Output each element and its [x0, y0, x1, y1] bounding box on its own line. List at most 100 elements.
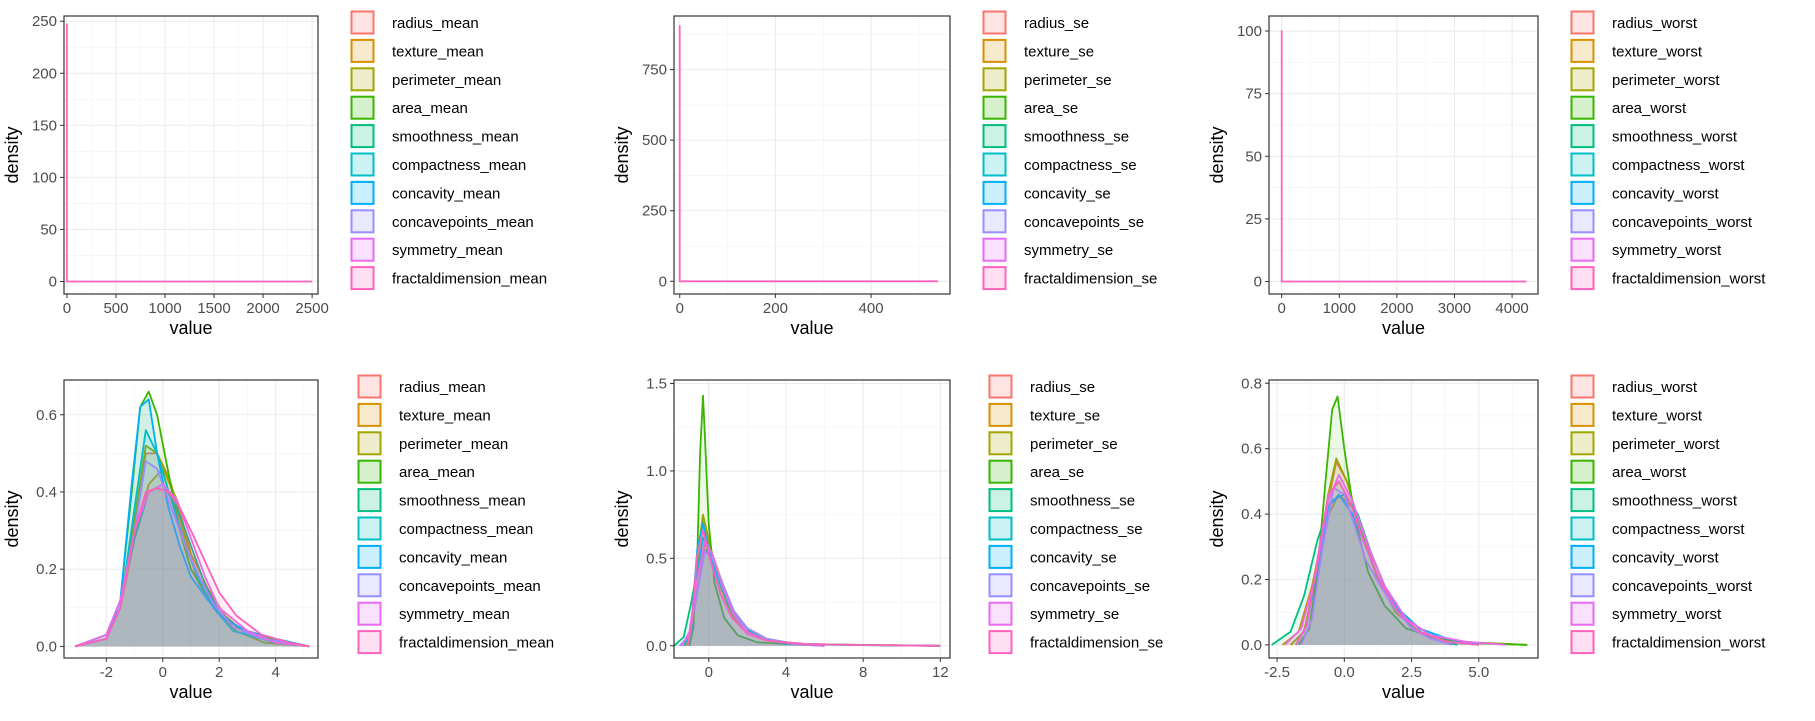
- density-line-symmetry_mean: [74, 483, 310, 648]
- x-tick-label: 1000: [1323, 300, 1356, 317]
- density-line-fractaldimension_se: [686, 529, 941, 647]
- legend-key-texture_worst: [1570, 402, 1595, 427]
- legend-label-texture_worst: texture_worst: [1612, 43, 1703, 60]
- legend-key-background: [988, 430, 1013, 456]
- legend-key-fractaldimension_worst: [1570, 266, 1595, 291]
- legend-key-concavepoints_se: [982, 209, 1007, 234]
- legend-label-compactness_worst: compactness_worst: [1612, 521, 1745, 538]
- legend-key-background: [357, 402, 382, 428]
- legend-label-radius_mean: radius_mean: [392, 15, 479, 32]
- density-line-fractaldimension_mean: [75, 487, 310, 648]
- density-area-area_mean: [75, 391, 310, 647]
- legend-key-compactness_worst: [1570, 152, 1595, 177]
- y-tick-label: 0: [1254, 273, 1262, 290]
- legend-key-background: [1570, 487, 1595, 513]
- legend-key-background: [988, 516, 1013, 541]
- legend-key-compactness_worst: [1570, 516, 1595, 541]
- y-axis-title: density: [612, 126, 632, 183]
- legend-label-concavity_worst: concavity_worst: [1612, 549, 1720, 566]
- legend-key-background: [1570, 38, 1595, 64]
- legend-label-symmetry_mean: symmetry_mean: [392, 242, 503, 259]
- density-area-concavity_se: [687, 523, 941, 646]
- legend-label-area_mean: area_mean: [392, 100, 468, 117]
- x-tick-label: 2000: [1380, 300, 1413, 317]
- legend-key-radius_se: [988, 374, 1013, 399]
- legend: radius_se texture_se perimeter_se area_sesm…: [988, 374, 1163, 655]
- legend-key-background: [982, 180, 1007, 206]
- density-area-symmetry_mean: [75, 484, 310, 647]
- legend-key-background: [350, 152, 375, 177]
- legend-label-perimeter_se: perimeter_se: [1030, 436, 1118, 453]
- density-area-concavepoints_se: [679, 551, 825, 646]
- legend-key-smoothness_mean: [357, 488, 382, 513]
- density-area-concavity_worst: [1295, 494, 1479, 645]
- panel-border: [1268, 15, 1539, 295]
- panel-background: [64, 16, 318, 294]
- legend-key-symmetry_worst: [1570, 601, 1595, 626]
- legend-label-area_se: area_se: [1030, 464, 1084, 481]
- x-tick-label: 3000: [1438, 300, 1471, 317]
- y-tick-label: 25: [1245, 211, 1262, 228]
- legend-key-concavepoints_se: [988, 573, 1013, 598]
- legend-key-symmetry_worst: [1570, 237, 1595, 262]
- legend-label-radius_worst: radius_worst: [1612, 15, 1698, 32]
- y-tick-label: 100: [1237, 23, 1262, 40]
- legend-label-compactness_mean: compactness_mean: [392, 157, 526, 174]
- legend-key-background: [357, 601, 382, 627]
- x-axis-title: value: [790, 682, 833, 702]
- density-area-radius_se: [685, 519, 941, 646]
- legend-key-concavity_worst: [1570, 180, 1595, 205]
- legend-key-background: [1570, 10, 1595, 35]
- legend-label-concavepoints_se: concavepoints_se: [1030, 578, 1150, 595]
- legend-key-fractaldimension_se: [988, 630, 1013, 655]
- legend-key-background: [357, 430, 382, 456]
- legend-label-symmetry_se: symmetry_se: [1030, 606, 1119, 623]
- density-line-fractaldimension_se: [678, 24, 938, 283]
- legend-key-background: [1570, 601, 1595, 627]
- legend-key-area_se: [982, 95, 1007, 120]
- series-group: [1280, 30, 1527, 283]
- legend-label-radius_se: radius_se: [1030, 379, 1095, 396]
- legend-key-background: [1570, 544, 1595, 570]
- legend-label-fractaldimension_mean: fractaldimension_mean: [399, 635, 554, 652]
- legend-label-texture_se: texture_se: [1024, 43, 1094, 60]
- legend-label-perimeter_worst: perimeter_worst: [1612, 436, 1720, 453]
- x-axis-title: value: [169, 318, 212, 338]
- legend-label-texture_se: texture_se: [1030, 407, 1100, 424]
- y-axis-title: density: [2, 490, 22, 547]
- legend-label-smoothness_mean: smoothness_mean: [399, 493, 526, 510]
- density-area-fractaldimension_worst: [1295, 481, 1479, 645]
- legend-label-perimeter_se: perimeter_se: [1024, 72, 1112, 89]
- legend-key-background: [1570, 516, 1595, 541]
- y-tick-label: 50: [40, 221, 57, 238]
- legend-label-fractaldimension_worst: fractaldimension_worst: [1612, 271, 1766, 288]
- legend-key-background: [350, 208, 375, 234]
- x-tick-label: 5.0: [1468, 664, 1489, 681]
- legend-key-perimeter_se: [982, 67, 1007, 92]
- legend-label-compactness_mean: compactness_mean: [399, 521, 533, 538]
- legend-key-background: [982, 10, 1007, 35]
- legend-key-fractaldimension_mean: [350, 266, 375, 291]
- x-tick-label: 4000: [1495, 300, 1528, 317]
- y-tick-label: 150: [32, 117, 57, 134]
- legend-key-radius_mean: [357, 374, 382, 399]
- y-tick-label: 0.8: [1241, 375, 1262, 392]
- legend-label-concavepoints_mean: concavepoints_mean: [392, 214, 534, 231]
- density-area-area_worst: [1298, 396, 1528, 645]
- legend-key-background: [982, 265, 1007, 291]
- legend-key-background: [1570, 180, 1595, 206]
- legend-key-background: [357, 629, 382, 655]
- legend: radius_worst texture_worst perimeter_worst…: [1570, 10, 1766, 291]
- legend: radius_worst texture_worst perimeter_worst…: [1570, 374, 1766, 655]
- legend-label-symmetry_worst: symmetry_worst: [1612, 606, 1722, 623]
- density-area-perimeter_mean: [75, 445, 310, 647]
- legend-key-concavepoints_mean: [350, 209, 375, 234]
- density-area-perimeter_worst: [1290, 458, 1528, 645]
- legend-key-smoothness_se: [988, 488, 1013, 513]
- legend-label-perimeter_mean: perimeter_mean: [392, 72, 501, 89]
- legend-label-fractaldimension_mean: fractaldimension_mean: [392, 271, 547, 288]
- density-panel-2: 0 200 400 0 250 500 750 value density radius_sete…: [612, 10, 1157, 338]
- legend-key-fractaldimension_worst: [1570, 630, 1595, 655]
- density-area-symmetry_se: [681, 540, 825, 646]
- density-area-smoothness_worst: [1271, 494, 1458, 645]
